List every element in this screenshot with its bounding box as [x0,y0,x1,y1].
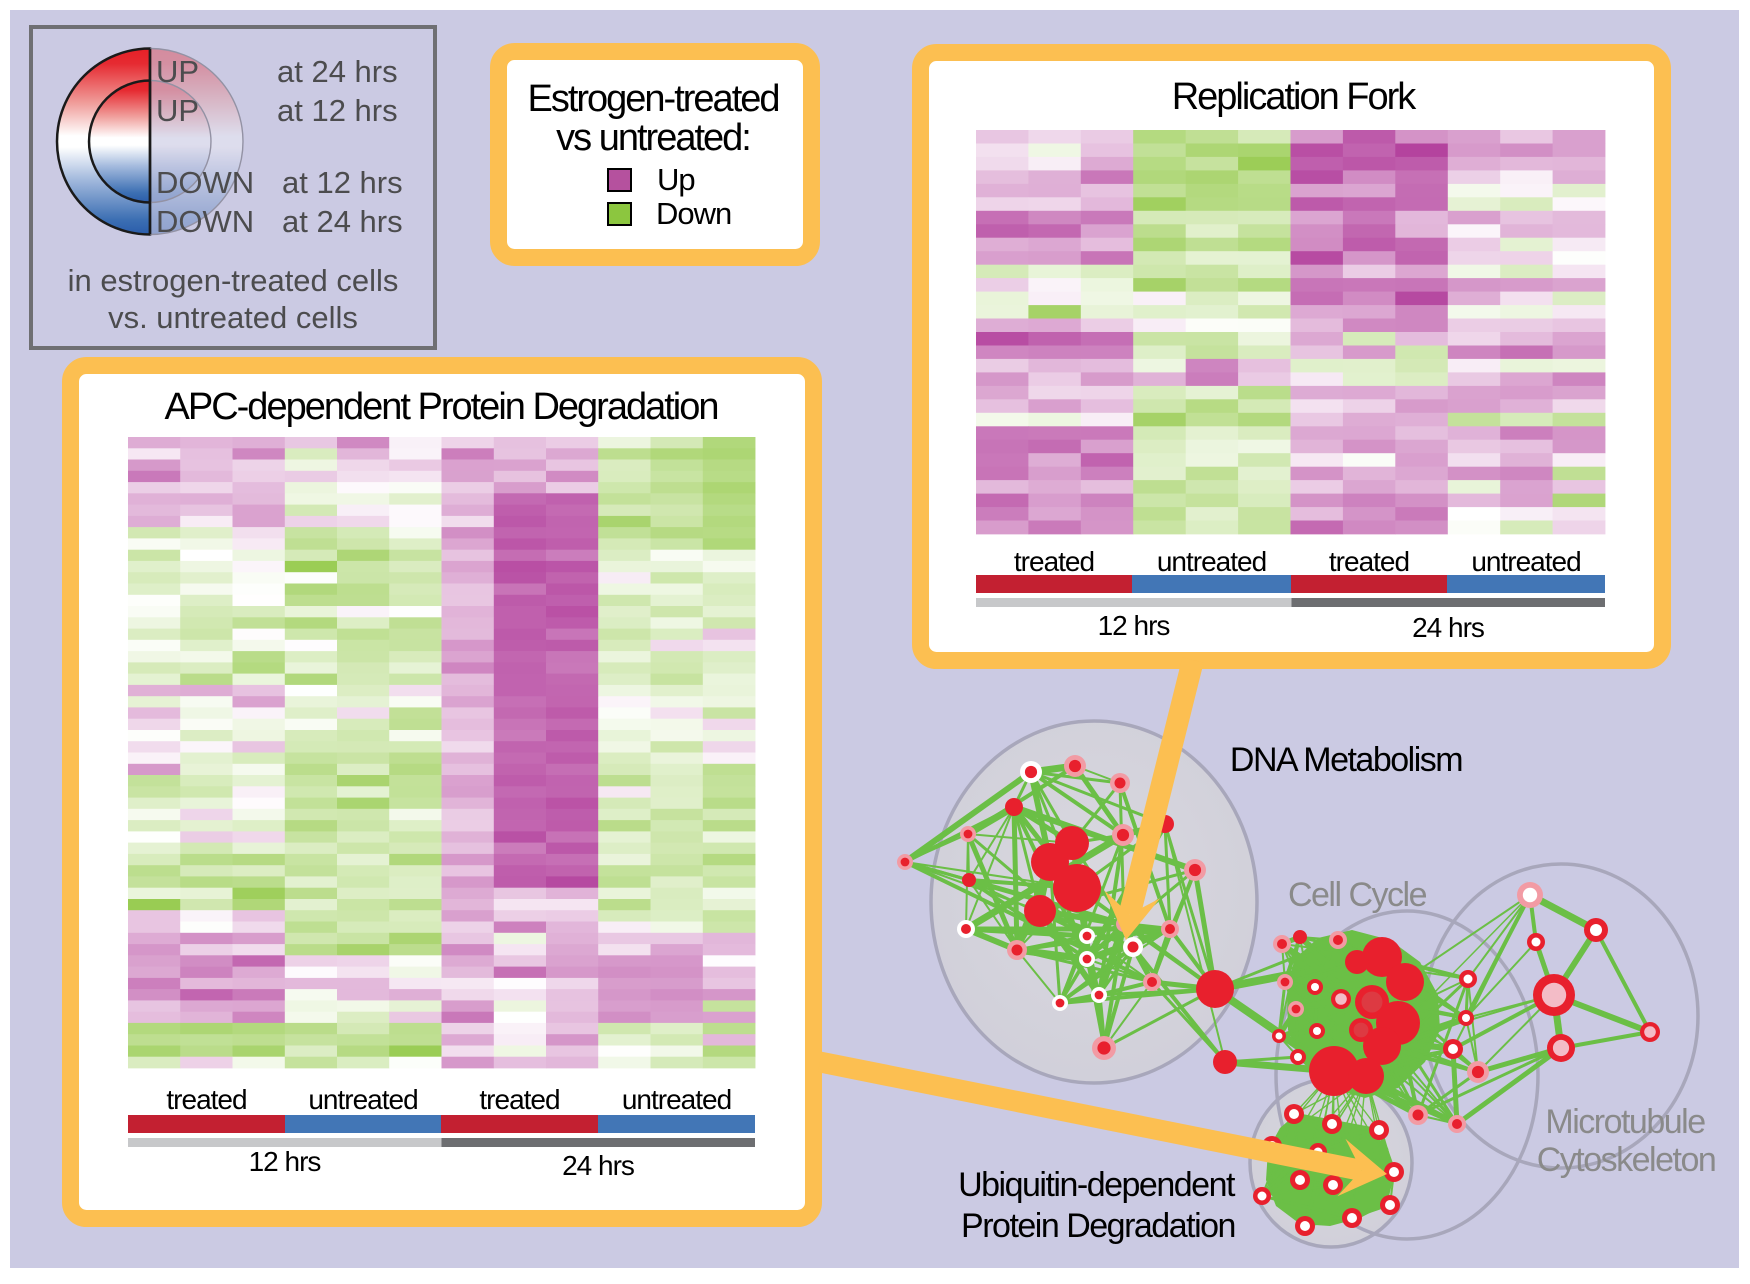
svg-text:APC-dependent Protein Degradat: APC-dependent Protein Degradation [165,386,718,428]
svg-text:treated: treated [1329,546,1409,577]
svg-text:Cytoskeleton: Cytoskeleton [1537,1141,1716,1179]
svg-text:UP: UP [156,54,199,89]
svg-text:untreated: untreated [308,1084,417,1115]
svg-text:Estrogen-treated: Estrogen-treated [527,78,778,120]
svg-text:treated: treated [479,1084,559,1115]
svg-text:at 24 hrs: at 24 hrs [282,204,403,239]
svg-text:Up: Up [657,162,695,197]
svg-text:vs untreated:: vs untreated: [556,117,750,159]
svg-text:in estrogen-treated cells: in estrogen-treated cells [68,263,399,298]
svg-text:vs. untreated cells: vs. untreated cells [108,300,358,335]
svg-text:at 24 hrs: at 24 hrs [277,54,398,89]
svg-text:Replication Fork: Replication Fork [1172,76,1418,118]
svg-text:12 hrs: 12 hrs [1098,610,1170,641]
svg-text:Microtubule: Microtubule [1545,1103,1705,1141]
svg-text:DOWN: DOWN [156,204,254,239]
svg-text:treated: treated [166,1084,246,1115]
svg-text:Ubiquitin-dependent: Ubiquitin-dependent [958,1166,1236,1204]
svg-text:at 12 hrs: at 12 hrs [282,165,403,200]
svg-text:Cell Cycle: Cell Cycle [1288,876,1427,914]
svg-text:DOWN: DOWN [156,165,254,200]
svg-text:untreated: untreated [622,1084,731,1115]
svg-text:24 hrs: 24 hrs [562,1150,634,1181]
svg-text:at 12 hrs: at 12 hrs [277,93,398,128]
svg-text:Down: Down [656,196,731,231]
svg-text:untreated: untreated [1471,546,1580,577]
svg-text:UP: UP [156,93,199,128]
svg-text:DNA Metabolism: DNA Metabolism [1230,741,1462,779]
svg-text:Protein Degradation: Protein Degradation [961,1207,1235,1245]
svg-text:untreated: untreated [1157,546,1266,577]
svg-text:24 hrs: 24 hrs [1412,612,1484,643]
svg-text:12 hrs: 12 hrs [249,1146,321,1177]
svg-text:treated: treated [1014,546,1094,577]
